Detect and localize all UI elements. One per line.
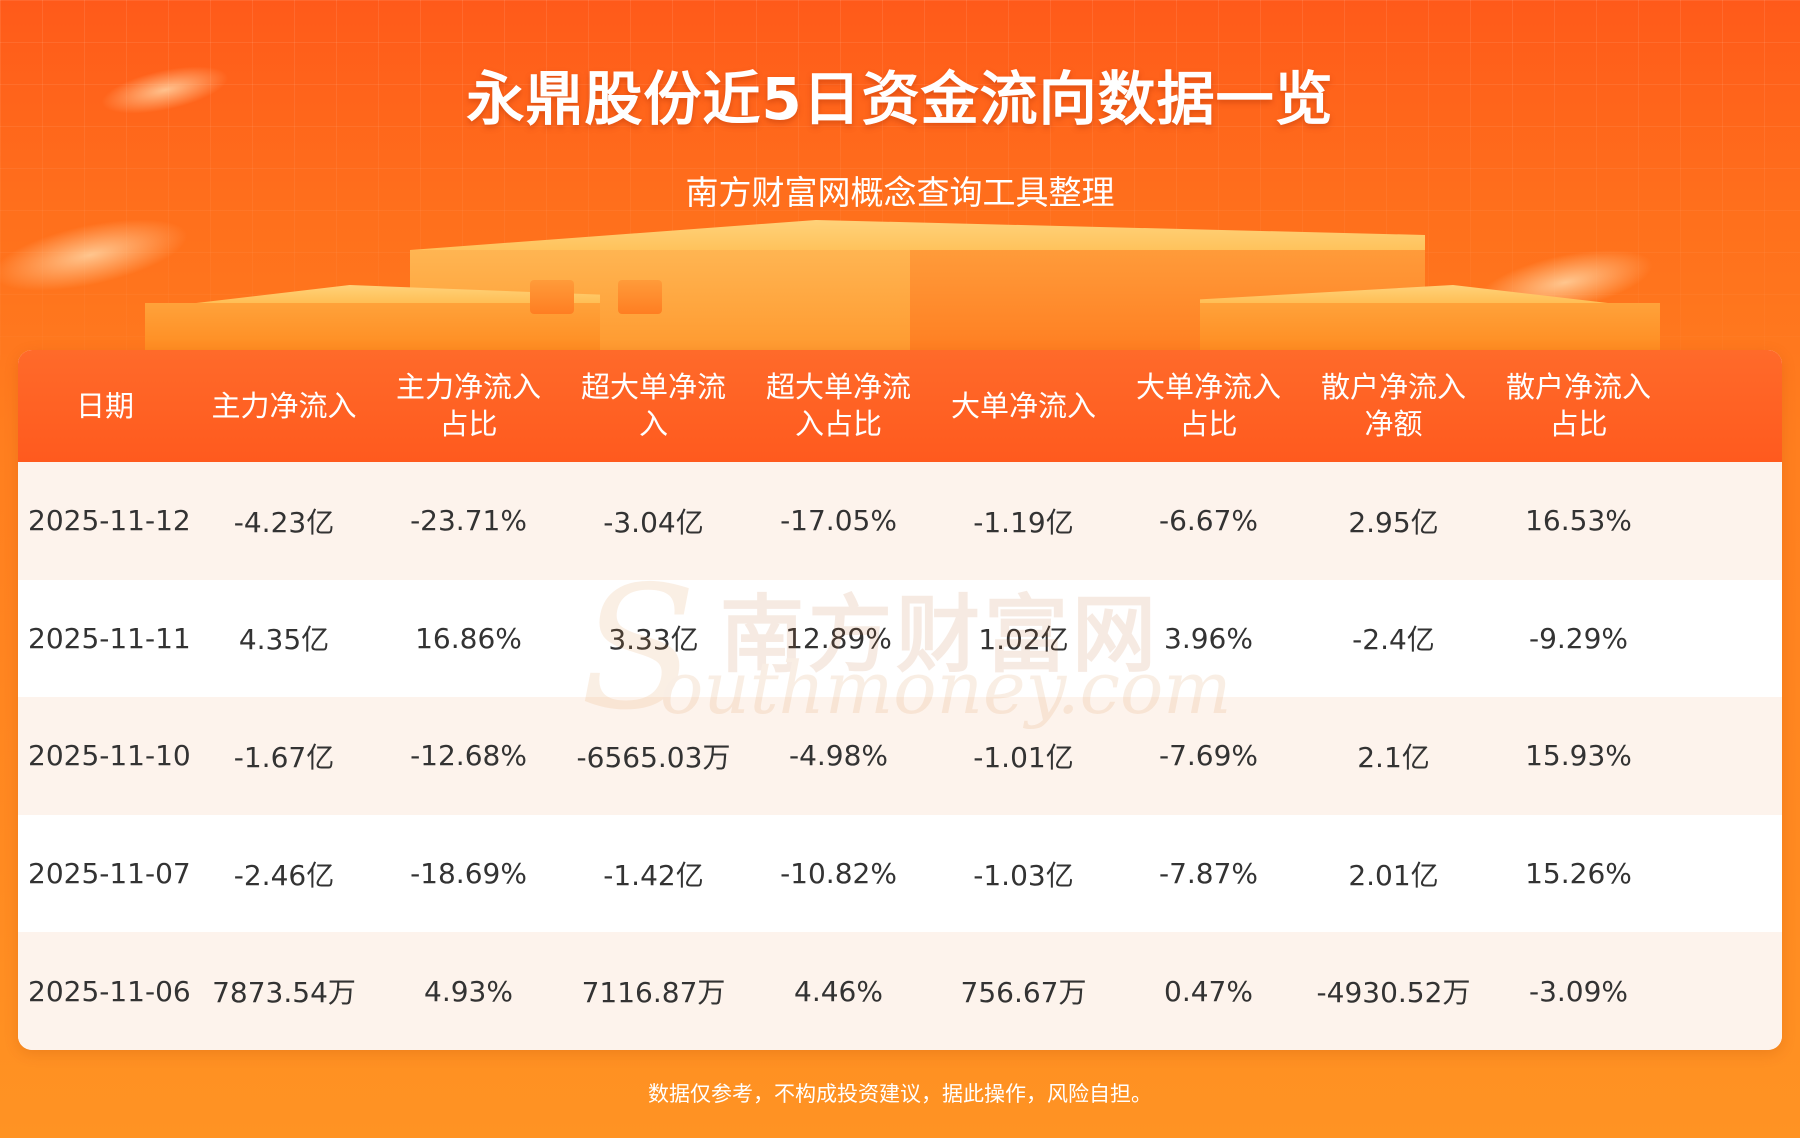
cell-super-large-net-inflow-ratio: 12.89%	[785, 621, 892, 655]
cell-retail-net-inflow: -2.4亿	[1352, 623, 1435, 657]
cell-super-large-net-inflow-ratio: -17.05%	[780, 504, 897, 538]
decorative-platform-left	[145, 285, 600, 355]
column-header-retail-net-inflow: 散户净流入 净额	[1320, 370, 1466, 441]
cell-retail-net-inflow-ratio: 15.26%	[1525, 857, 1632, 891]
column-header-main-net-inflow: 主力净流入	[211, 388, 357, 423]
cell-date: 2025-11-11	[28, 621, 191, 655]
column-header-date: 日期	[75, 388, 134, 423]
cell-super-large-net-inflow: 7116.87万	[581, 976, 726, 1010]
cell-super-large-net-inflow-ratio: -4.98%	[788, 739, 889, 773]
cell-super-large-net-inflow-ratio: -10.82%	[780, 857, 897, 891]
cell-super-large-net-inflow: -6565.03万	[576, 740, 731, 774]
table-row: 2025-11-07 -2.46亿 -18.69% -1.42亿 -10.82%…	[18, 814, 1782, 933]
table-row: 2025-11-12 -4.23亿 -23.71% -3.04亿 -17.05%…	[18, 462, 1782, 580]
cell-super-large-net-inflow: 3.33亿	[608, 623, 699, 657]
table-header-row: 日期 主力净流入 主力净流入 占比 超大单净流入 超大单净流 入占比 大单净流入 大…	[18, 350, 1782, 462]
decorative-notch-2	[618, 280, 662, 314]
table-row: 2025-11-11 4.35亿 16.86% 3.33亿 12.89% 1.0…	[18, 579, 1782, 698]
page-subtitle: 南方财富网概念查询工具整理	[685, 173, 1115, 212]
cell-date: 2025-11-10	[28, 739, 191, 773]
cell-large-net-inflow: -1.03亿	[973, 858, 1074, 892]
cell-large-net-inflow-ratio: -6.67%	[1158, 504, 1259, 538]
cell-retail-net-inflow: 2.95亿	[1348, 505, 1439, 539]
decorative-notch-1	[530, 280, 574, 314]
column-header-main-net-inflow-ratio: 主力净流入 占比	[395, 370, 541, 441]
cell-retail-net-inflow-ratio: -3.09%	[1528, 974, 1629, 1008]
cell-large-net-inflow-ratio: -7.69%	[1158, 739, 1259, 773]
cell-retail-net-inflow-ratio: 15.93%	[1525, 739, 1632, 773]
column-header-large-net-inflow: 大单净流入	[950, 388, 1096, 423]
column-header-super-large-net-inflow-ratio: 超大单净流 入占比	[765, 370, 911, 441]
cell-retail-net-inflow: 2.1亿	[1357, 740, 1430, 774]
cell-retail-net-inflow: 2.01亿	[1348, 858, 1439, 892]
column-header-super-large-net-inflow: 超大单净流入	[580, 370, 726, 441]
cell-large-net-inflow: 756.67万	[960, 976, 1087, 1010]
cell-large-net-inflow: -1.19亿	[973, 505, 1074, 539]
column-header-large-net-inflow-ratio: 大单净流入 占比	[1135, 370, 1281, 441]
cell-main-net-inflow-ratio: -23.71%	[410, 504, 527, 538]
cell-large-net-inflow-ratio: 0.47%	[1164, 974, 1253, 1008]
cell-large-net-inflow-ratio: 3.96%	[1164, 621, 1253, 655]
footer-disclaimer: 数据仅参考，不构成投资建议，据此操作，风险自担。	[648, 1082, 1152, 1106]
cell-main-net-inflow: -4.23亿	[233, 505, 335, 539]
cell-main-net-inflow-ratio: 16.86%	[415, 621, 522, 655]
table-row: 2025-11-06 7873.54万 4.93% 7116.87万 4.46%…	[18, 932, 1782, 1050]
column-header-retail-net-inflow-ratio: 散户净流入 占比	[1505, 370, 1651, 441]
cell-main-net-inflow: 7873.54万	[212, 976, 356, 1010]
cell-main-net-inflow-ratio: 4.93%	[424, 974, 513, 1008]
cell-super-large-net-inflow-ratio: 4.46%	[794, 974, 883, 1008]
cell-large-net-inflow: -1.01亿	[973, 740, 1074, 774]
cell-main-net-inflow-ratio: -18.69%	[410, 857, 527, 891]
cell-retail-net-inflow-ratio: -9.29%	[1528, 621, 1629, 655]
cell-date: 2025-11-12	[28, 504, 191, 538]
cell-main-net-inflow-ratio: -12.68%	[410, 739, 527, 773]
cell-date: 2025-11-06	[28, 974, 191, 1008]
cell-retail-net-inflow-ratio: 16.53%	[1525, 504, 1632, 538]
cell-large-net-inflow-ratio: -7.87%	[1158, 857, 1259, 891]
decorative-platform-right	[1200, 285, 1660, 355]
cell-main-net-inflow: 4.35亿	[238, 623, 330, 657]
cell-retail-net-inflow: -4930.52万	[1316, 976, 1471, 1010]
table-row: 2025-11-10 -1.67亿 -12.68% -6565.03万 -4.9…	[18, 697, 1782, 815]
cell-super-large-net-inflow: -3.04亿	[603, 505, 704, 539]
fund-flow-table: 日期 主力净流入 主力净流入 占比 超大单净流入 超大单净流 入占比 大单净流入 大…	[18, 350, 1782, 1050]
page-title: 永鼎股份近5日资金流向数据一览	[466, 65, 1334, 133]
cell-super-large-net-inflow: -1.42亿	[603, 858, 704, 892]
cell-large-net-inflow: 1.02亿	[978, 623, 1069, 657]
cell-main-net-inflow: -1.67亿	[233, 740, 335, 774]
cell-date: 2025-11-07	[28, 857, 191, 891]
cell-main-net-inflow: -2.46亿	[233, 858, 335, 892]
